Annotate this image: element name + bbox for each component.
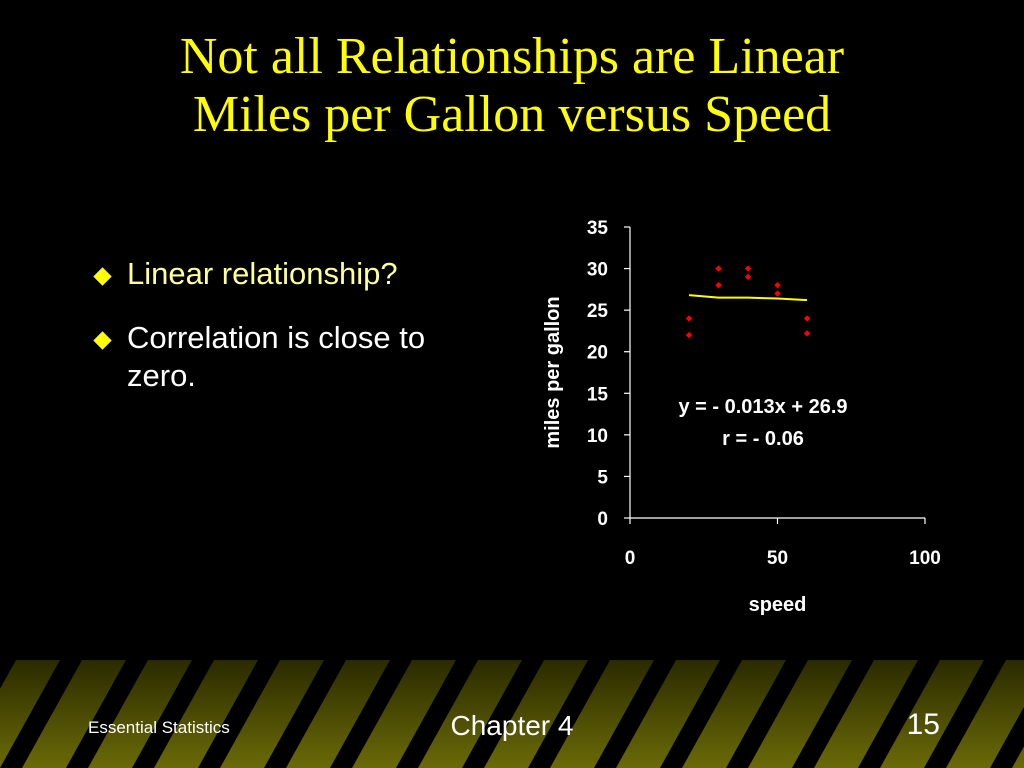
x-tick-label: 0: [625, 548, 636, 569]
footer-stripe: [198, 660, 280, 768]
footer-stripe: [462, 660, 544, 768]
y-tick-label: 10: [587, 426, 608, 447]
data-point: [803, 330, 811, 337]
trendline: [688, 294, 808, 302]
footer-stripe: [858, 660, 940, 768]
data-point: [685, 315, 693, 322]
data-point: [774, 290, 781, 297]
diamond-bullet-icon: [93, 331, 112, 350]
footer-stripe: [66, 660, 148, 768]
y-tick-label: 15: [587, 384, 609, 405]
bullet-item: Linear relationship?: [92, 255, 492, 293]
data-point: [803, 315, 811, 322]
footer-stripe: [924, 660, 1006, 768]
data-point: [744, 265, 752, 272]
footer-chapter: Chapter 4: [450, 710, 574, 741]
diamond-bullet-icon: [93, 267, 112, 286]
y-tick-label: 25: [587, 301, 609, 322]
footer-stripe: [726, 660, 808, 768]
data-point: [774, 282, 781, 289]
y-tick-label: 5: [597, 467, 608, 488]
data-point: [715, 282, 722, 289]
data-point: [685, 331, 693, 339]
y-tick-label: 35: [587, 218, 609, 239]
bullet-item: Correlation is close to zero.: [92, 319, 492, 395]
footer-stripe: [792, 660, 874, 768]
y-tick-label: 20: [587, 343, 608, 364]
x-tick-label: 100: [909, 548, 941, 569]
footer-page-number: 15: [906, 708, 940, 741]
scatter-chart: 0 5 10 15 20 25 30 35 0 50 100 speed miles per gallo…: [542, 218, 941, 616]
data-point: [715, 265, 722, 272]
footer-stripe: [528, 660, 610, 768]
x-axis-title: speed: [749, 594, 807, 616]
title-line-1: Not all Relationships are Linear: [179, 28, 845, 85]
footer-band: Essential Statistics Chapter 4 15: [0, 660, 1024, 768]
y-axis-title: miles per gallon: [542, 296, 564, 448]
x-tick-label: 50: [767, 548, 788, 569]
bullet-list: Linear relationship? Correlation is clos…: [92, 255, 492, 421]
footer-stripe: [0, 660, 82, 768]
striped-background: [0, 660, 1024, 768]
bullet-text: Correlation is close to zero.: [127, 320, 426, 393]
footer-stripe: [264, 660, 346, 768]
footer-stripe: [396, 660, 478, 768]
y-tick-label: 30: [587, 260, 608, 281]
footer-stripe: [594, 660, 676, 768]
correlation-label: r = - 0.06: [722, 428, 804, 450]
footer-stripe: [132, 660, 214, 768]
title-line-2: Miles per Gallon versus Speed: [192, 86, 832, 143]
footer-left-text: Essential Statistics: [88, 718, 230, 737]
regression-equation: y = - 0.013x + 26.9: [678, 396, 847, 418]
data-point: [744, 273, 752, 281]
y-tick-label: 0: [597, 509, 608, 530]
footer-stripe: [330, 660, 412, 768]
bullet-text: Linear relationship?: [127, 256, 398, 291]
slide-title: Not all Relationships are Linear Miles p…: [0, 28, 1024, 144]
footer-stripe: [660, 660, 742, 768]
